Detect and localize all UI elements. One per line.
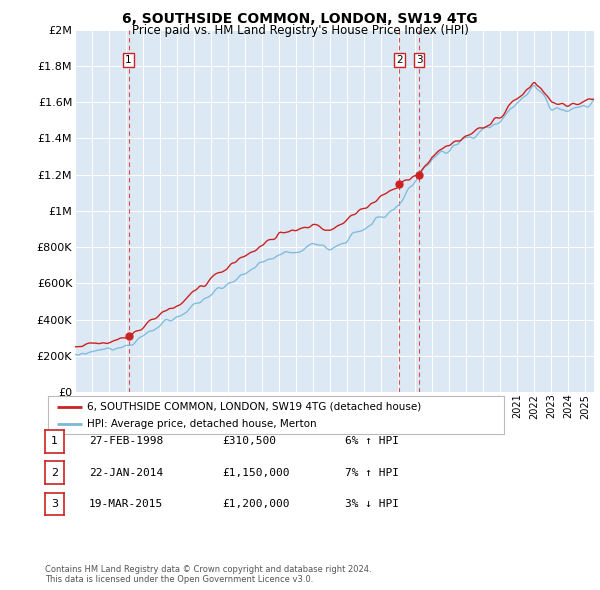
Text: Price paid vs. HM Land Registry's House Price Index (HPI): Price paid vs. HM Land Registry's House … xyxy=(131,24,469,37)
Text: 7% ↑ HPI: 7% ↑ HPI xyxy=(345,468,399,477)
Text: £1,150,000: £1,150,000 xyxy=(222,468,290,477)
Text: 6, SOUTHSIDE COMMON, LONDON, SW19 4TG: 6, SOUTHSIDE COMMON, LONDON, SW19 4TG xyxy=(122,12,478,26)
Text: 3% ↓ HPI: 3% ↓ HPI xyxy=(345,499,399,509)
Text: 3: 3 xyxy=(51,499,58,509)
Text: £1,200,000: £1,200,000 xyxy=(222,499,290,509)
Text: 2: 2 xyxy=(396,55,403,65)
Text: 2: 2 xyxy=(51,468,58,477)
Text: 3: 3 xyxy=(416,55,422,65)
Text: Contains HM Land Registry data © Crown copyright and database right 2024.
This d: Contains HM Land Registry data © Crown c… xyxy=(45,565,371,584)
Text: 27-FEB-1998: 27-FEB-1998 xyxy=(89,437,163,446)
Text: £310,500: £310,500 xyxy=(222,437,276,446)
Text: 1: 1 xyxy=(51,437,58,446)
Text: HPI: Average price, detached house, Merton: HPI: Average price, detached house, Mert… xyxy=(87,419,316,430)
Text: 1: 1 xyxy=(125,55,132,65)
Text: 6% ↑ HPI: 6% ↑ HPI xyxy=(345,437,399,446)
Text: 22-JAN-2014: 22-JAN-2014 xyxy=(89,468,163,477)
Text: 6, SOUTHSIDE COMMON, LONDON, SW19 4TG (detached house): 6, SOUTHSIDE COMMON, LONDON, SW19 4TG (d… xyxy=(87,402,421,411)
Text: 19-MAR-2015: 19-MAR-2015 xyxy=(89,499,163,509)
